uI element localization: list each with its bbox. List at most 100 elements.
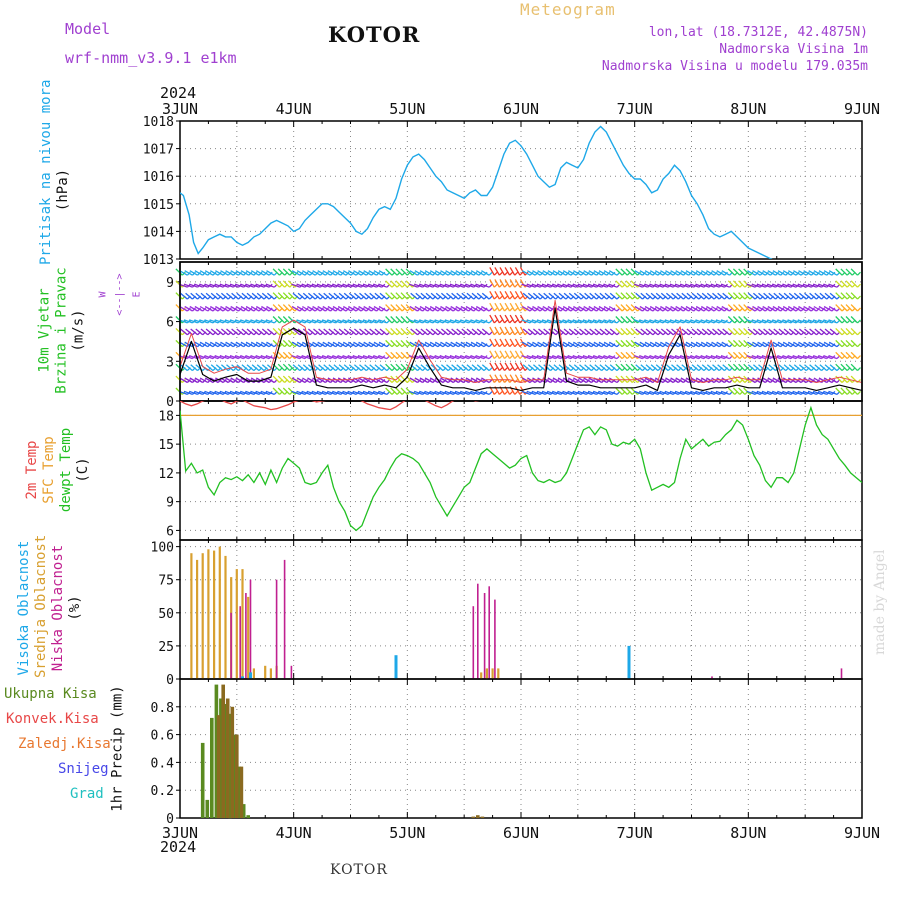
top-time-tick-label: 9JUN — [844, 100, 880, 118]
wind-barb — [296, 341, 306, 348]
wind-barb — [385, 363, 393, 372]
wind-barb — [797, 283, 807, 288]
wind-barb — [630, 304, 638, 312]
pressure-series — [180, 125, 773, 259]
wind-barb — [716, 305, 725, 312]
wind-barb — [287, 363, 296, 372]
wind-barb — [700, 341, 710, 348]
wind-barb — [435, 364, 444, 372]
precip-froz-bar — [216, 715, 221, 818]
wind-barb — [768, 292, 777, 300]
wind-barb — [509, 295, 514, 300]
wind-barb — [498, 271, 503, 276]
wind-barb — [763, 328, 771, 336]
temperature-series — [180, 401, 862, 532]
wind-barb — [823, 319, 833, 324]
wind-barb — [405, 363, 413, 372]
wind-barb — [225, 377, 234, 384]
wind-barb — [557, 377, 567, 384]
wind-barb — [625, 316, 633, 324]
wind-barb — [390, 292, 398, 300]
wind-barb — [582, 390, 592, 396]
wind-barb — [306, 354, 316, 360]
y-tick-label: 100 — [151, 541, 174, 556]
wind-barb — [424, 377, 434, 384]
wind-barb — [465, 390, 475, 396]
wind-barb — [385, 387, 393, 395]
wind-barb — [562, 283, 572, 288]
wind-barb — [567, 319, 577, 324]
wind-barb — [440, 341, 449, 348]
wind-barb — [509, 338, 516, 348]
model-name: wrf-nmm_v3.9.1 e1km — [65, 49, 237, 67]
cloud-mid-bar — [201, 553, 204, 679]
top-time-tick-label: 5JUN — [389, 100, 425, 118]
wind-barb — [373, 283, 383, 288]
wind-barb — [245, 354, 255, 360]
wind-barb — [685, 270, 695, 276]
wind-barb — [180, 292, 188, 300]
wind-barb — [577, 283, 587, 288]
wind-barb — [185, 292, 193, 300]
wind-barb — [250, 377, 260, 384]
wind-barb — [773, 292, 782, 300]
wind-barb — [850, 339, 858, 348]
wind-barb — [296, 377, 306, 384]
bottom-time-tick-label: 5JUN — [389, 824, 425, 842]
wind-barb — [481, 305, 490, 312]
wind-barb — [504, 326, 511, 336]
cloud-mid-bar — [247, 596, 250, 679]
wind-barb — [599, 292, 608, 300]
wind-barb — [489, 290, 495, 300]
wind-barb — [327, 341, 337, 348]
wind-barb — [814, 364, 823, 372]
wind-barb — [829, 364, 838, 372]
wind-barb — [347, 390, 357, 396]
wind-barb — [681, 328, 690, 336]
wind-barb — [385, 339, 393, 348]
wind-barb — [499, 314, 506, 324]
wind-barb — [531, 319, 541, 324]
wind-barb — [857, 355, 861, 360]
wind-barb — [313, 364, 321, 372]
wind-barb — [240, 341, 250, 348]
wind-barb — [434, 390, 444, 396]
wind-barb — [480, 283, 490, 288]
wind-barb — [536, 390, 546, 396]
wind-barb — [494, 362, 500, 371]
wind-barb — [568, 364, 577, 372]
wind-barb — [342, 390, 352, 396]
wind-barb — [444, 354, 454, 360]
y-tick-label: 9 — [166, 496, 174, 511]
cloud-mid-bar — [224, 555, 227, 679]
wind-barb — [302, 305, 311, 312]
wind-barb — [669, 390, 679, 396]
y-tick-label: 3 — [166, 355, 174, 370]
wind-barb — [348, 341, 357, 348]
wind-barb — [670, 270, 679, 276]
wind-barb — [488, 319, 493, 324]
wind-barb — [296, 283, 306, 288]
wind-barb — [766, 283, 776, 288]
elevation-text: Nadmorska Visina 1m — [719, 42, 868, 57]
wind-barb — [498, 283, 503, 288]
wind-barb — [220, 364, 229, 372]
wind-barb — [409, 270, 418, 276]
wind-barb — [743, 363, 751, 372]
wind-barb — [527, 305, 536, 312]
wind-barb — [845, 351, 853, 360]
wind-barb — [818, 354, 828, 360]
wind-barb — [265, 283, 275, 288]
wind-barb — [567, 377, 577, 384]
wind-barb — [732, 327, 741, 336]
wind-barb — [521, 305, 531, 312]
wind-barb — [317, 270, 326, 276]
cloud-high-bar — [241, 676, 244, 679]
wind-barb — [321, 354, 331, 360]
wind-barb — [659, 283, 669, 288]
wind-barb — [690, 305, 700, 312]
wind-barb — [639, 283, 648, 288]
wind-barb — [282, 268, 291, 276]
wind-barb — [499, 279, 506, 288]
wind-barb — [665, 270, 674, 276]
